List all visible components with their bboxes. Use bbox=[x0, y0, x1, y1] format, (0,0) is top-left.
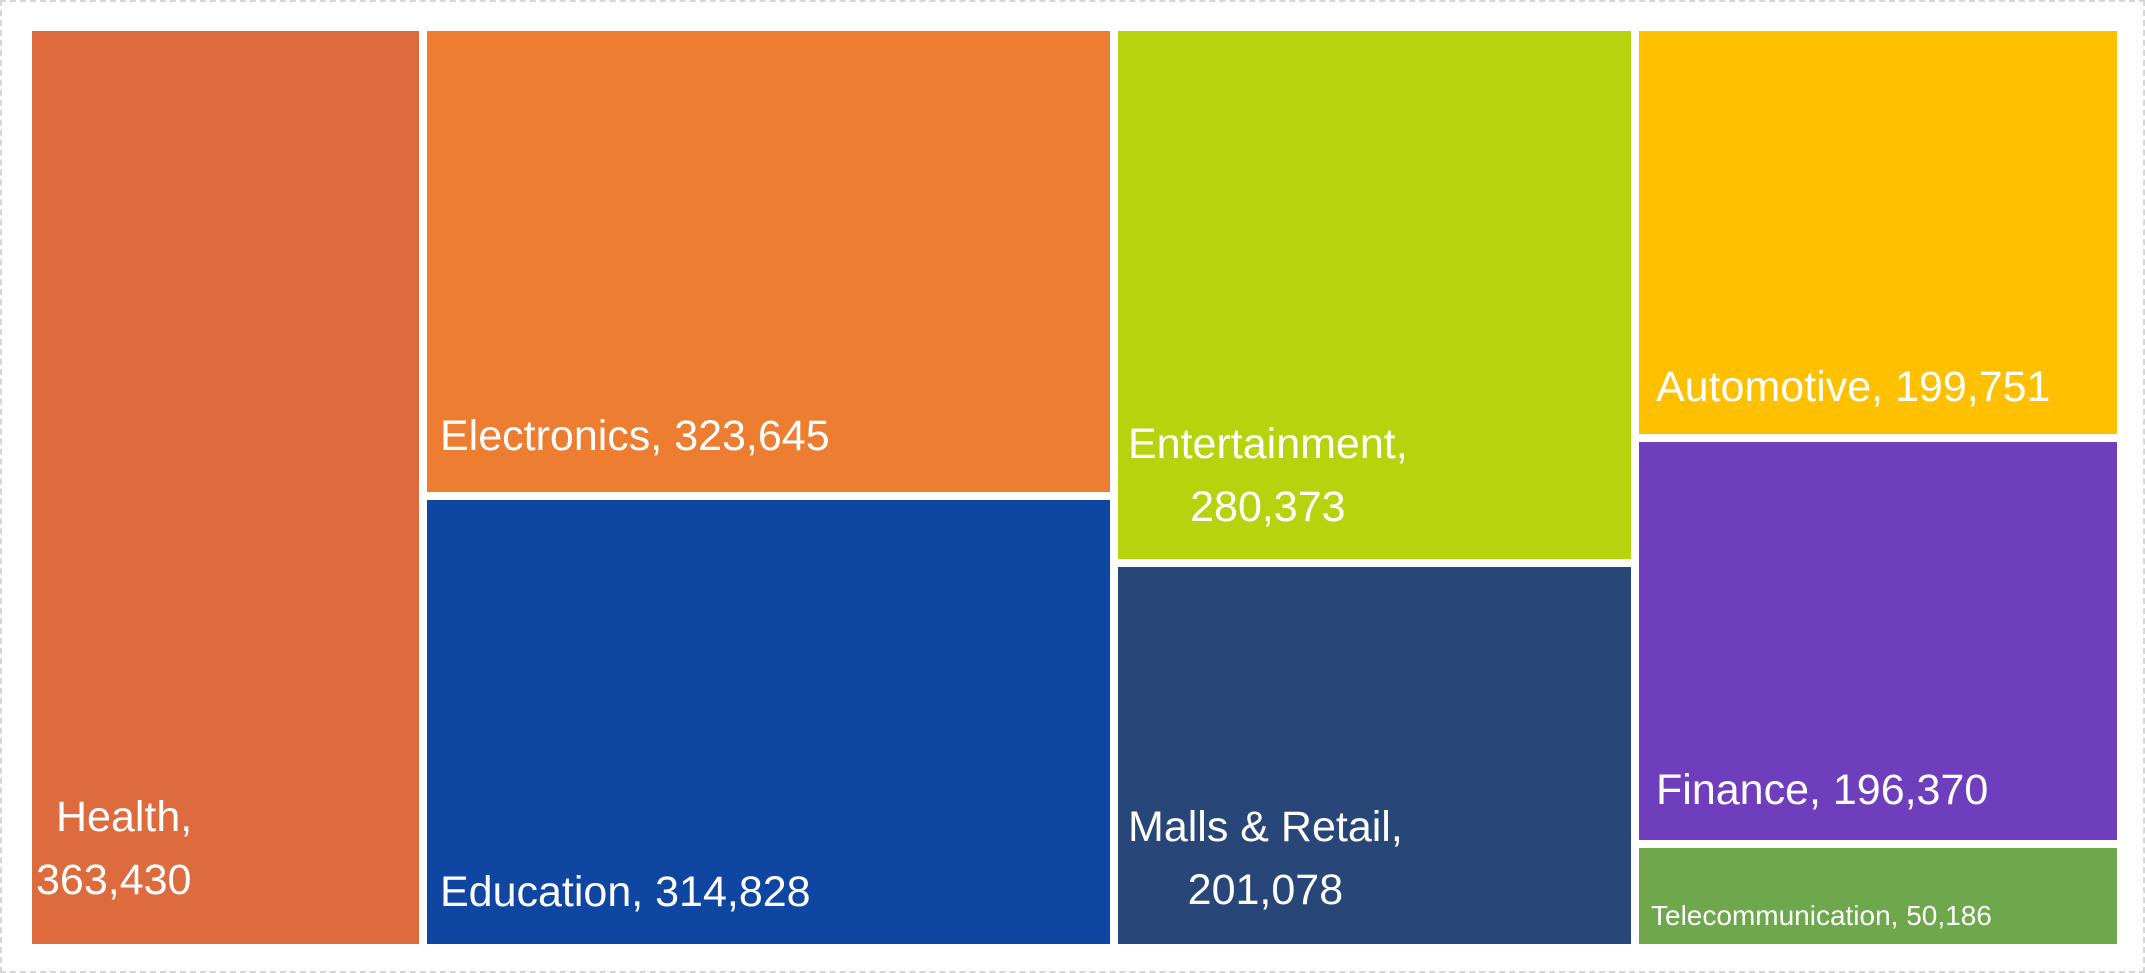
treemap-label-electronics: Electronics, 323,645 bbox=[440, 412, 830, 460]
treemap-label-telecommunication: Telecommunication, 50,186 bbox=[1651, 900, 1992, 931]
treemap-label-education: Education, 314,828 bbox=[440, 868, 811, 916]
treemap-label-finance: Finance, 196,370 bbox=[1656, 766, 1989, 814]
treemap-cell-finance[interactable]: Finance, 196,370 bbox=[1639, 442, 2117, 840]
treemap-cell-telecommunication[interactable]: Telecommunication, 50,186 bbox=[1639, 848, 2117, 944]
treemap-cell-entertainment[interactable]: Entertainment, 280,373 bbox=[1118, 31, 1631, 559]
treemap-cell-health[interactable]: Health, 363,430 bbox=[32, 31, 419, 944]
treemap-label-automotive: Automotive, 199,751 bbox=[1656, 363, 2051, 411]
treemap-cell-automotive[interactable]: Automotive, 199,751 bbox=[1639, 31, 2117, 434]
treemap-cell-electronics[interactable]: Electronics, 323,645 bbox=[427, 31, 1110, 492]
treemap-cell-education[interactable]: Education, 314,828 bbox=[427, 500, 1110, 944]
treemap-label-health: Health, 363,430 bbox=[36, 793, 193, 904]
treemap-cell-malls-retail[interactable]: Malls & Retail, 201,078 bbox=[1118, 567, 1631, 944]
treemap-label-entertainment: Entertainment, 280,373 bbox=[1128, 420, 1408, 531]
treemap-label-malls-retail: Malls & Retail, 201,078 bbox=[1128, 803, 1403, 914]
